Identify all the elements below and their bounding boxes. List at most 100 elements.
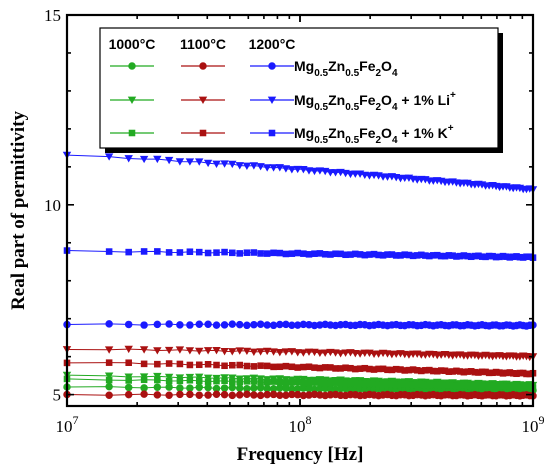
data-point (489, 382, 496, 390)
data-point (153, 391, 162, 399)
data-point (418, 367, 425, 375)
data-point (282, 250, 290, 258)
data-point (213, 361, 220, 369)
legend-marker (198, 96, 208, 104)
data-point (154, 376, 161, 384)
data-point (204, 360, 212, 368)
data-point (460, 368, 468, 376)
data-point (263, 390, 271, 399)
data-point (195, 377, 203, 385)
data-point (418, 380, 425, 388)
series-5 (63, 359, 537, 378)
y-axis-label: Real part of permittivity (8, 111, 29, 310)
data-point (401, 380, 409, 388)
data-point (352, 365, 359, 373)
data-point (140, 248, 148, 255)
data-point (257, 362, 264, 369)
data-point (250, 391, 258, 399)
data-point (195, 391, 203, 399)
data-point (262, 347, 272, 356)
data-point (229, 361, 236, 369)
data-point (276, 378, 284, 386)
data-point (361, 251, 369, 259)
data-point (475, 382, 482, 389)
data-point (221, 377, 228, 385)
data-point (186, 361, 194, 369)
data-point (105, 359, 113, 366)
data-point (282, 379, 290, 387)
data-point (375, 251, 382, 259)
data-point (496, 369, 503, 376)
data-point (140, 376, 148, 384)
data-point (236, 361, 244, 369)
data-point (263, 362, 271, 370)
data-point (235, 391, 244, 399)
data-point (315, 349, 325, 358)
data-point (124, 320, 133, 329)
data-point (282, 362, 290, 370)
data-point (449, 382, 456, 389)
data-point (195, 320, 203, 328)
data-point (379, 252, 387, 259)
data-point (275, 349, 285, 357)
data-point (460, 252, 468, 259)
data-point (104, 372, 114, 380)
data-point (288, 250, 296, 257)
data-point (482, 368, 489, 376)
data-point (366, 251, 373, 258)
data-point (139, 155, 149, 164)
legend-label: Mg0.5​Zn0.5​Fe2​O4​ + 1% Li+​ (294, 90, 456, 113)
data-point (213, 377, 220, 385)
data-point (195, 383, 203, 392)
data-point (235, 347, 244, 355)
data-point (212, 321, 221, 329)
data-point (104, 346, 114, 354)
data-point (221, 248, 228, 256)
data-point (445, 368, 453, 375)
data-point (220, 321, 229, 329)
data-point (485, 382, 493, 389)
data-point (471, 368, 479, 376)
data-point (305, 251, 313, 258)
data-point (300, 363, 307, 371)
data-point (437, 252, 445, 260)
data-point (204, 249, 212, 257)
data-point (153, 320, 162, 329)
data-point (242, 162, 252, 170)
series-7 (62, 151, 538, 194)
data-point (467, 368, 475, 375)
data-point (304, 348, 314, 356)
data-point (392, 365, 400, 373)
data-point (105, 382, 113, 391)
data-point (464, 368, 471, 375)
legend-marker (199, 62, 207, 70)
series-8 (63, 247, 537, 261)
data-point (257, 250, 264, 257)
data-point (503, 253, 510, 260)
data-point (175, 158, 185, 166)
data-point (384, 251, 391, 258)
y-tick-label: 5 (53, 386, 62, 405)
data-point (384, 380, 391, 387)
data-point (384, 366, 391, 374)
data-point (140, 390, 148, 398)
data-point (519, 254, 527, 261)
data-point (499, 370, 507, 377)
data-point (401, 367, 409, 374)
data-point (288, 379, 296, 386)
data-point (305, 379, 313, 387)
data-point (509, 370, 517, 377)
data-point (140, 321, 148, 329)
data-point (229, 378, 236, 385)
legend-box (99, 27, 499, 149)
data-point (235, 320, 244, 329)
data-point (433, 381, 441, 388)
data-point (356, 380, 364, 387)
data-point (460, 381, 468, 389)
data-point (287, 166, 297, 174)
data-point (485, 369, 493, 377)
data-point (220, 160, 229, 168)
y-tick-label: 10 (44, 196, 61, 215)
data-point (467, 382, 475, 390)
data-point (185, 347, 195, 355)
